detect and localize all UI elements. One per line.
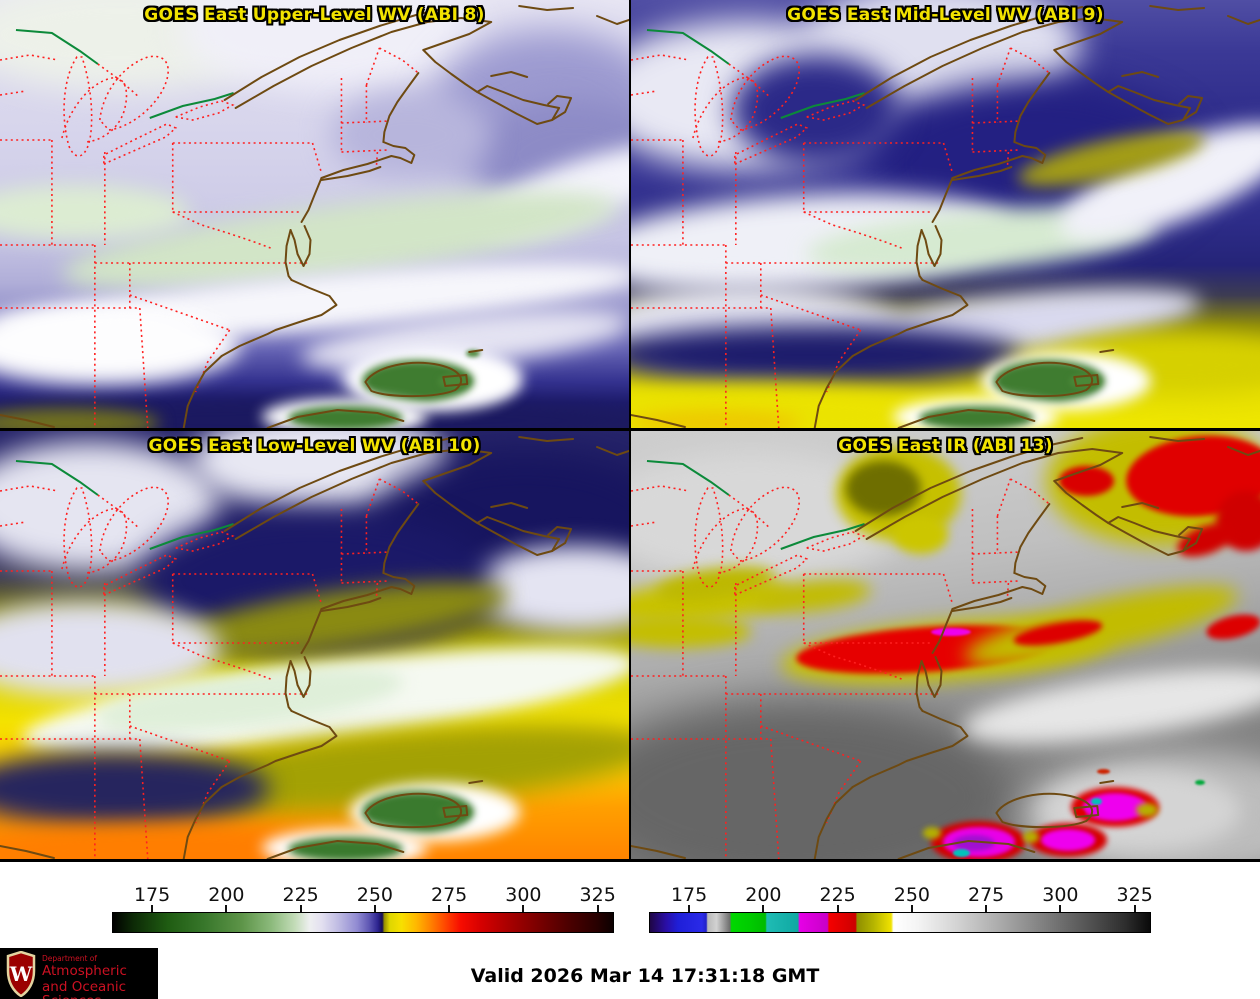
colorbar-tick-label: 225: [282, 884, 319, 906]
field-blob: [466, 350, 480, 357]
colorbar-tick-mark: [448, 905, 451, 912]
map-overlay: [631, 5, 1260, 428]
colorbar-tick-label: 275: [968, 884, 1005, 906]
field-blob: [1136, 803, 1158, 817]
colorbar-tick-label: 200: [745, 884, 782, 906]
field-blob: [731, 55, 901, 165]
field-blob: [0, 185, 190, 240]
wv-colorbar: 175 200 225 250 275 300 325: [112, 881, 616, 937]
panel-title-mid-wv: GOES East Mid-Level WV (ABI 9): [787, 5, 1104, 25]
panel-upper-level-wv: GOES East Upper-Level WV (ABI 8): [0, 0, 629, 428]
colorbar-tick-label: 175: [670, 884, 708, 906]
field-blob: [893, 516, 948, 554]
colorbar-tick-label: 250: [356, 884, 394, 906]
field-blob: [1097, 769, 1110, 774]
colorbar-tick-mark: [836, 905, 839, 912]
field-blob: [631, 616, 751, 648]
colorbar-tick-mark: [762, 905, 765, 912]
field-blob: [1074, 810, 1085, 816]
colorbar-tick-label: 300: [505, 884, 542, 906]
panel-title-ir: GOES East IR (ABI 13): [838, 436, 1053, 456]
colorbar-tick-label: 250: [893, 884, 931, 906]
colorbar-tick-mark: [910, 905, 913, 912]
map-overlay: [631, 436, 1260, 859]
field-blob: [1041, 829, 1095, 851]
colorbar-tick-label: 325: [1116, 884, 1153, 906]
logo-dept-line: Atmospheric: [42, 963, 127, 979]
satellite-image-low-wv: [0, 431, 629, 859]
colorbar-tick-label: 300: [1042, 884, 1079, 906]
colorbar-tick-label: 200: [208, 884, 245, 906]
field-blob: [631, 325, 1021, 385]
field-blob: [953, 849, 970, 857]
colorbar-tick-label: 225: [819, 884, 856, 906]
field-blob: [288, 837, 403, 859]
colorbar-tick-label: 325: [579, 884, 616, 906]
logo-dept-line: and Oceanic Sciences: [42, 979, 127, 999]
wv-colorbar-gradient: [112, 912, 614, 933]
panel-mid-level-wv: GOES East Mid-Level WV (ABI 9): [631, 0, 1260, 428]
satellite-image-upper-wv: [0, 0, 629, 428]
colorbar-tick-mark: [151, 905, 154, 912]
field-blob: [931, 628, 971, 636]
colorbar-tick-mark: [299, 905, 302, 912]
field-blob: [953, 835, 995, 851]
colorbar-tick-mark: [1133, 905, 1136, 912]
field-blob: [1023, 831, 1039, 843]
field-blob: [0, 305, 240, 385]
field-blob: [919, 406, 1034, 428]
field-blob: [0, 751, 270, 826]
colorbar-tick-mark: [688, 905, 691, 912]
field-blob: [1059, 466, 1114, 496]
colorbar-tick-label: 275: [431, 884, 468, 906]
field-blob: [1091, 798, 1102, 805]
valid-timestamp: Valid 2026 Mar 14 17:31:18 GMT: [470, 965, 820, 987]
map-overlay: [0, 436, 629, 859]
panel-low-level-wv: GOES East Low-Level WV (ABI 10): [0, 431, 629, 859]
field-blob: [923, 827, 941, 839]
panel-title-low-wv: GOES East Low-Level WV (ABI 10): [148, 436, 481, 456]
satellite-image-mid-wv: [631, 0, 1260, 428]
ir-colorbar: 175 200 225 250 275 300 325: [649, 881, 1153, 937]
svg-text:W: W: [9, 962, 33, 986]
colorbar-tick-mark: [596, 905, 599, 912]
map-overlay: [0, 5, 629, 428]
logo-dept-line: Department of: [42, 954, 97, 963]
colorbar-tick-mark: [522, 905, 525, 912]
colorbar-tick-mark: [225, 905, 228, 912]
colorbar-tick-label: 175: [133, 884, 171, 906]
colorbar-tick-mark: [1059, 905, 1062, 912]
ir-colorbar-gradient: [649, 912, 1151, 933]
field-blob: [288, 406, 403, 428]
panel-infrared: GOES East IR (ABI 13): [631, 431, 1260, 859]
panel-title-upper-wv: GOES East Upper-Level WV (ABI 8): [144, 5, 485, 25]
field-blob: [330, 90, 490, 180]
colorbar-tick-mark: [373, 905, 376, 912]
field-blob: [1195, 780, 1205, 785]
uw-aos-logo: W Department of Atmospheric and Oceanic …: [0, 948, 158, 999]
field-blob: [846, 461, 921, 516]
uw-crest-icon: W: [6, 951, 36, 997]
colorbar-tick-mark: [985, 905, 988, 912]
